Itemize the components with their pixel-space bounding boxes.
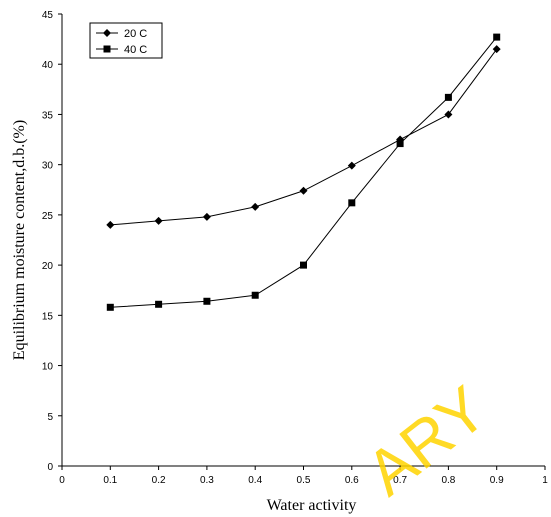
x-tick-label: 0 [59,475,65,486]
y-tick-label: 30 [42,161,54,172]
y-tick-label: 40 [42,60,54,71]
y-tick-label: 5 [47,412,53,423]
y-tick-label: 10 [42,362,54,373]
watermark-text: ARY [353,372,500,509]
y-tick-label: 0 [47,462,53,473]
series-1 [106,45,501,229]
data-point [396,140,404,148]
series-layer [106,33,501,311]
x-tick-label: 0.4 [248,475,262,486]
legend-items: 20 C 40 C [96,28,147,56]
data-point [106,220,115,229]
x-tick-label: 0.7 [393,475,407,486]
data-point [251,291,259,299]
legend-label: 20 C [124,28,147,40]
x-tick-label: 0.2 [152,475,166,486]
data-point [444,93,452,101]
x-tick-label: 0.5 [297,475,311,486]
data-point [202,212,211,221]
data-point [299,186,308,195]
y-tick-label: 20 [42,261,54,272]
data-point [300,261,307,269]
x-tick-label: 0.6 [345,475,359,486]
legend-marker [103,45,111,53]
y-tick-label: 35 [42,110,54,121]
data-point [493,33,501,41]
data-point [444,110,453,119]
legend-box [89,22,163,59]
x-tick-label: 0.8 [441,475,455,486]
series-2 [106,33,501,311]
tick-group: 0 0.1 0.2 0.3 0.4 0.5 0.6 0.7 0.8 0.9 105101520253… [42,10,548,486]
x-tick-label: 0.1 [103,475,117,486]
y-axis-title: Equilibrium moisture content,d.b.(%) [11,120,28,360]
legend-marker [103,29,111,37]
y-tick-label: 15 [42,311,54,322]
data-point [251,202,260,211]
data-point [347,161,356,170]
y-tick-label: 25 [42,211,54,222]
legend-label: 40 C [124,44,147,56]
data-point [154,216,163,225]
data-point [203,297,211,305]
x-tick-label: 1 [542,475,548,486]
legend: 20 C 40 C [89,22,163,59]
data-point [155,300,163,308]
data-point [492,45,501,54]
data-point [348,199,356,207]
data-point [106,303,114,311]
x-tick-label: 0.3 [200,475,214,486]
x-axis-title: Water activity [267,497,357,514]
y-tick-label: 45 [42,10,54,21]
series-line [110,48,498,226]
x-tick-label: 0.9 [490,475,504,486]
